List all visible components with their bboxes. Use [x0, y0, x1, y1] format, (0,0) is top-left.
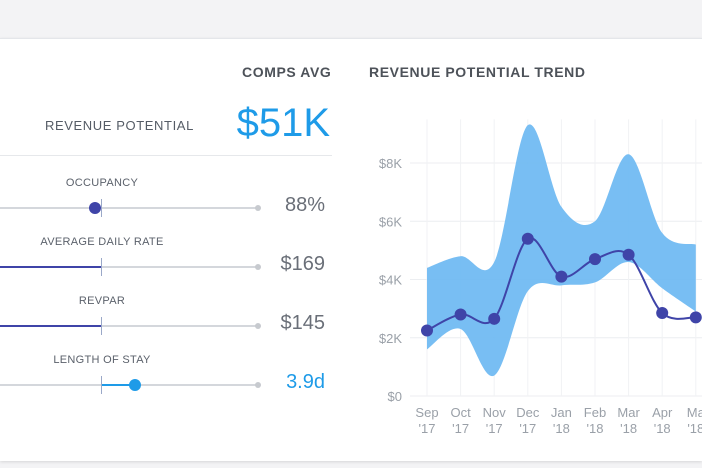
average-daily-rate-slider[interactable]: [0, 258, 261, 276]
data-point: [488, 312, 501, 325]
slider-fill: [101, 384, 135, 386]
slider-comps-tick: [101, 317, 102, 335]
length-of-stay-slider-handle[interactable]: [129, 379, 141, 391]
x-tick-label: Dec: [516, 405, 540, 420]
slider-fill: [0, 325, 101, 327]
occupancy-slider[interactable]: [0, 199, 261, 217]
x-tick-label: '17: [486, 421, 503, 436]
x-tick-label: '18: [620, 421, 637, 436]
revenue-potential-value: $51K: [236, 101, 330, 145]
x-tick-label: '18: [687, 421, 702, 436]
data-point: [521, 232, 534, 245]
x-tick-label: '17: [452, 421, 469, 436]
y-tick-label: $0: [388, 389, 402, 404]
y-tick-label: $6K: [379, 214, 402, 229]
revpar-value: $145: [280, 312, 326, 334]
revpar-slider[interactable]: [0, 317, 261, 335]
slider-end-cap: [255, 205, 261, 211]
x-tick-label: Nov: [483, 405, 507, 420]
x-tick-label: Feb: [584, 405, 606, 420]
occupancy-value: 88%: [284, 194, 325, 216]
average-daily-rate-label: AVERAGE DAILY RATE: [40, 236, 164, 248]
slider-end-cap: [255, 264, 261, 270]
data-point: [622, 248, 635, 261]
data-point: [555, 270, 568, 283]
revenue-trend-heading: REVENUE POTENTIAL TREND: [369, 64, 586, 80]
slider-comps-tick: [101, 199, 102, 217]
slider-fill: [0, 266, 101, 268]
data-point: [589, 253, 601, 266]
y-tick-label: $2K: [379, 331, 402, 346]
revenue-trend-chart: $0$2K$4K$6K$8KSep'17Oct'17Nov'17Dec'17Ja…: [379, 119, 702, 436]
slider-comps-tick: [101, 376, 102, 394]
divider: [0, 155, 332, 156]
x-tick-label: '18: [654, 421, 671, 436]
length-of-stay-value: 3.9d: [286, 371, 325, 393]
comps-avg-heading: COMPS AVG: [242, 64, 332, 80]
data-point: [421, 324, 433, 337]
revenue-potential-label: REVENUE POTENTIAL: [45, 118, 194, 133]
occupancy-slider-handle[interactable]: [89, 202, 101, 214]
x-tick-label: Oct: [450, 405, 471, 420]
x-tick-label: Ma: [687, 405, 702, 420]
y-tick-label: $4K: [379, 273, 402, 288]
x-tick-label: '17: [419, 421, 436, 436]
data-point: [689, 311, 702, 324]
x-tick-label: '18: [553, 421, 570, 436]
x-tick-label: Jan: [551, 405, 572, 420]
x-tick-label: Apr: [652, 405, 673, 420]
y-tick-label: $8K: [379, 156, 402, 171]
x-tick-label: Sep: [415, 405, 438, 420]
occupancy-label: OCCUPANCY: [65, 177, 139, 189]
slider-end-cap: [255, 323, 261, 329]
slider-end-cap: [255, 382, 261, 388]
length-of-stay-label: LENGTH OF STAY: [53, 354, 151, 366]
data-point: [454, 308, 467, 321]
slider-comps-tick: [101, 258, 102, 276]
x-tick-label: '18: [587, 421, 604, 436]
average-daily-rate-value: $169: [280, 253, 326, 275]
data-point: [656, 306, 669, 319]
x-tick-label: '17: [519, 421, 536, 436]
x-tick-label: Mar: [617, 405, 640, 420]
length-of-stay-slider[interactable]: [0, 376, 261, 394]
revpar-label: REVPAR: [78, 295, 126, 307]
